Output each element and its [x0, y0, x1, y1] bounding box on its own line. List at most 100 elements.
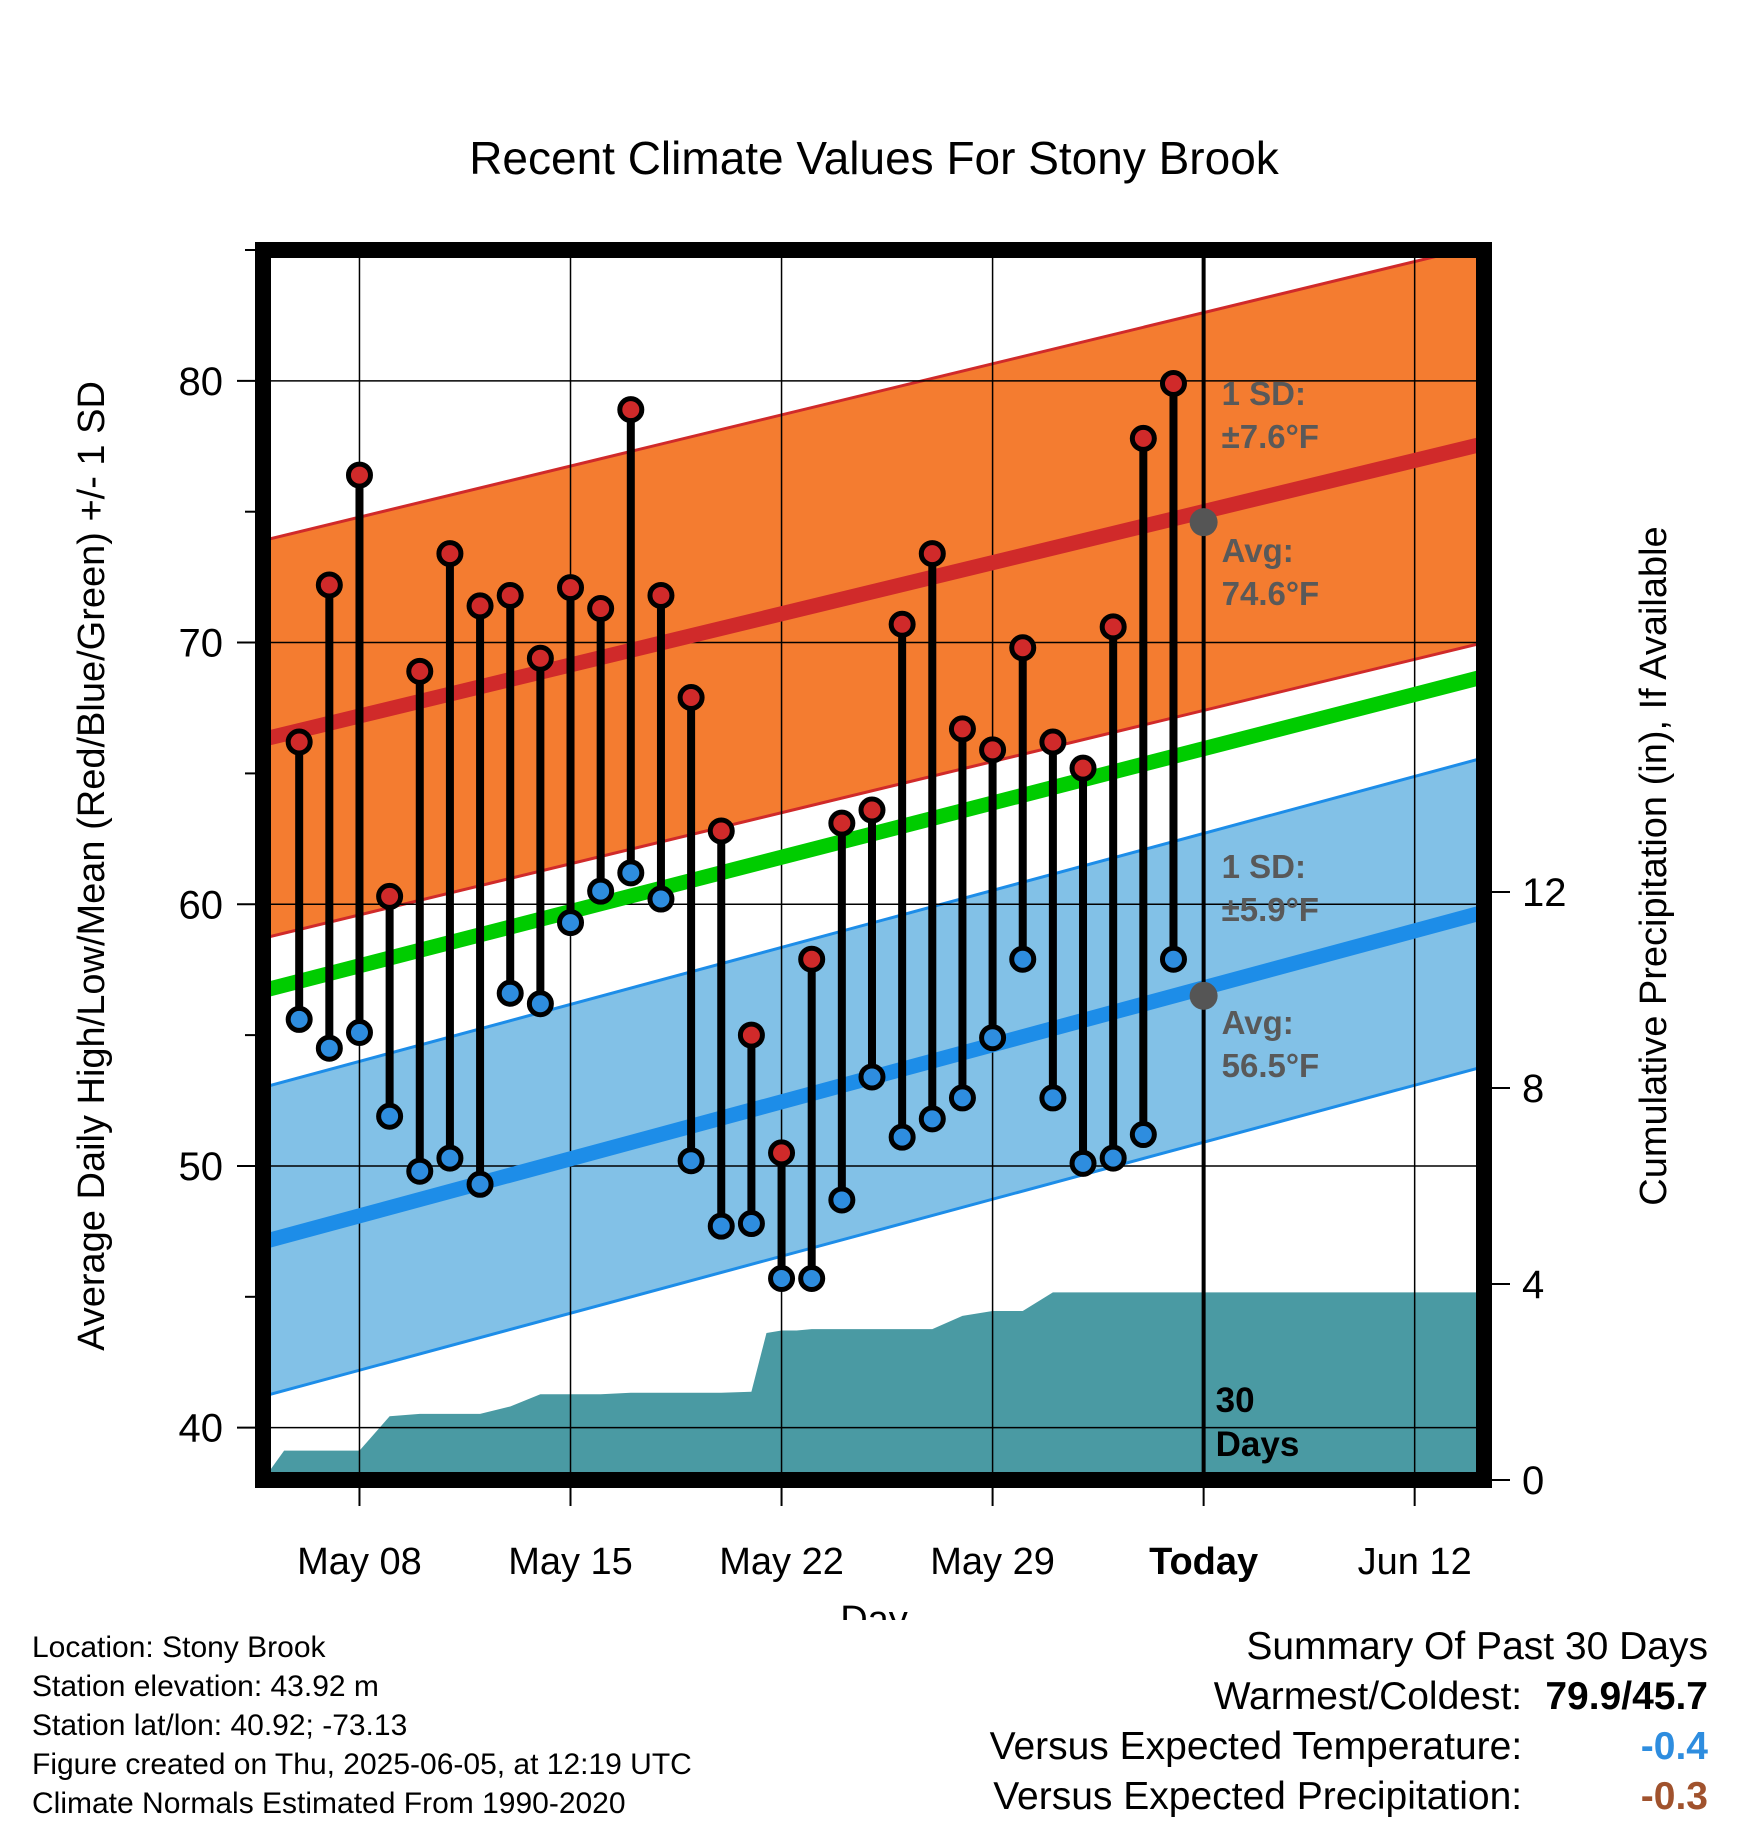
- today-high-avg-point: [1189, 508, 1218, 537]
- daily-high-point: [1039, 728, 1067, 756]
- x-tick-label: Jun 12: [1358, 1541, 1472, 1583]
- daily-low-point: [285, 1005, 313, 1033]
- daily-high-point: [1009, 634, 1037, 662]
- daily-high-point: [707, 817, 735, 845]
- daily-high-point: [345, 461, 373, 489]
- daily-high-point: [526, 644, 554, 672]
- precip-label: Versus Expected Precipitation:: [993, 1775, 1523, 1818]
- daily-low-point: [1009, 945, 1037, 973]
- daily-low-point: [466, 1170, 494, 1198]
- daily-low-point: [828, 1186, 856, 1214]
- temp-row: Versus Expected Temperature: -0.4: [990, 1722, 1708, 1772]
- daily-high-point: [406, 657, 434, 685]
- y2-tick-label: 4: [1522, 1263, 1544, 1307]
- plot-area: [263, 250, 1484, 1480]
- warm-cold-row: Warmest/Coldest: 79.9/45.7: [990, 1672, 1708, 1722]
- daily-high-point: [1069, 754, 1097, 782]
- created-text: Figure created on Thu, 2025-06-05, at 12…: [32, 1748, 692, 1781]
- daily-low-point: [406, 1157, 434, 1185]
- low-sd-value: ±5.9°F: [1222, 891, 1319, 928]
- daily-low-point: [888, 1123, 916, 1151]
- window-label-count: 30: [1216, 1381, 1255, 1420]
- chart-title: Recent Climate Values For Stony Brook: [469, 132, 1280, 184]
- daily-low-point: [1129, 1121, 1157, 1149]
- x-tick-label: May 15: [508, 1541, 633, 1583]
- daily-high-point: [617, 396, 645, 424]
- daily-high-point: [918, 540, 946, 568]
- y-axis-title: Average Daily High/Low/Mean (Red/Blue/Gr…: [71, 381, 113, 1351]
- warm-cold-value: 79.9/45.7: [1545, 1675, 1708, 1718]
- daily-low-point: [707, 1212, 735, 1240]
- daily-low-point: [918, 1105, 946, 1133]
- precip-row: Versus Expected Precipitation: -0.3: [990, 1772, 1708, 1822]
- daily-low-point: [587, 877, 615, 905]
- daily-high-point: [1099, 613, 1127, 641]
- temp-label: Versus Expected Temperature:: [989, 1725, 1523, 1768]
- normal-high-line: [263, 436, 1484, 747]
- daily-high-point: [737, 1021, 765, 1049]
- y-tick-label: 80: [179, 360, 224, 404]
- daily-high-point: [768, 1139, 796, 1167]
- daily-low-point: [1099, 1144, 1127, 1172]
- climate-chart: Recent Climate Values For Stony Brook 1 …: [71, 132, 1675, 1620]
- y2-axis-title: Cumulative Precipitation (in), If Availa…: [1633, 526, 1675, 1205]
- daily-high-point: [677, 684, 705, 712]
- daily-high-point: [979, 736, 1007, 764]
- daily-high-point: [647, 581, 675, 609]
- daily-low-point: [557, 909, 585, 937]
- daily-low-point: [768, 1264, 796, 1292]
- daily-low-point: [1039, 1084, 1067, 1112]
- daily-high-point: [466, 592, 494, 620]
- daily-high-point: [315, 571, 343, 599]
- temp-value: -0.4: [1640, 1725, 1708, 1768]
- x-axis-title: Day: [840, 1599, 908, 1620]
- daily-low-point: [647, 885, 675, 913]
- warm-cold-label: Warmest/Coldest:: [1213, 1675, 1523, 1718]
- high-sd-band-lower-edge: [263, 641, 1484, 940]
- y2-tick-label: 8: [1522, 1067, 1544, 1111]
- y-tick-label: 60: [179, 883, 224, 927]
- daily-low-point: [858, 1063, 886, 1091]
- y-tick-label: 70: [179, 622, 224, 666]
- x-tick-label: Today: [1149, 1541, 1258, 1583]
- window-label-days: Days: [1216, 1425, 1300, 1464]
- x-tick-label: May 22: [719, 1541, 844, 1583]
- daily-low-point: [315, 1034, 343, 1062]
- daily-high-point: [436, 540, 464, 568]
- y2-tick-label: 0: [1522, 1459, 1544, 1503]
- elevation-text: Station elevation: 43.92 m: [32, 1670, 379, 1703]
- daily-low-point: [1159, 945, 1187, 973]
- plot-border: [255, 242, 1492, 1488]
- y2-tick-label: 12: [1522, 871, 1567, 915]
- daily-low-point: [798, 1264, 826, 1292]
- daily-high-point: [948, 715, 976, 743]
- summary-panel: Summary Of Past 30 Days Warmest/Coldest:…: [990, 1622, 1708, 1822]
- daily-high-point: [496, 581, 524, 609]
- daily-low-point: [436, 1144, 464, 1172]
- latlon-text: Station lat/lon: 40.92; -73.13: [32, 1709, 408, 1742]
- precip-value: -0.3: [1640, 1775, 1708, 1818]
- today-low-avg-point: [1189, 981, 1218, 1010]
- daily-high-point: [1129, 424, 1157, 452]
- high-avg-value: 74.6°F: [1222, 575, 1320, 612]
- summary-title: Summary Of Past 30 Days: [1246, 1625, 1708, 1668]
- high-avg-label: Avg:: [1222, 532, 1294, 569]
- daily-high-point: [798, 945, 826, 973]
- daily-low-point: [526, 990, 554, 1018]
- daily-low-point: [979, 1024, 1007, 1052]
- daily-low-point: [677, 1147, 705, 1175]
- daily-high-point: [557, 574, 585, 602]
- station-info: Location: Stony Brook Station elevation:…: [32, 1628, 692, 1823]
- x-tick-label: May 08: [297, 1541, 422, 1583]
- daily-high-point: [1159, 369, 1187, 397]
- daily-high-point: [858, 796, 886, 824]
- high-sd-band-upper-edge: [263, 250, 1469, 542]
- daily-high-point: [587, 595, 615, 623]
- y-tick-label: 50: [179, 1145, 224, 1189]
- high-sd-label: 1 SD:: [1222, 375, 1306, 412]
- daily-high-point: [376, 882, 404, 910]
- precip-area: [263, 1292, 1484, 1480]
- x-tick-label: May 29: [930, 1541, 1055, 1583]
- daily-low-point: [1069, 1149, 1097, 1177]
- daily-high-point: [888, 610, 916, 638]
